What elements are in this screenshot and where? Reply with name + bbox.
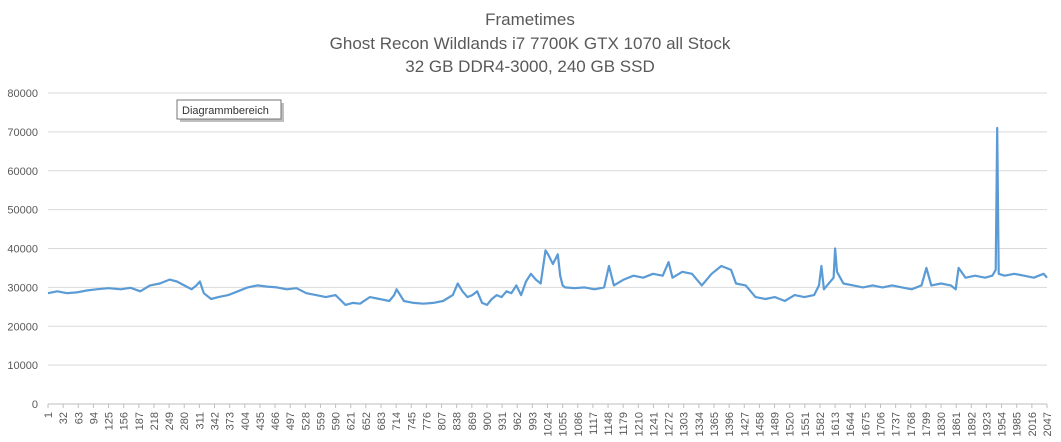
chart-area-tooltip: Diagrammbereich: [176, 99, 284, 122]
y-tick-label: 60000: [7, 166, 38, 178]
x-tick-label: 528: [300, 412, 312, 430]
x-tick-label: 373: [225, 412, 237, 430]
x-tick-label: 745: [406, 412, 418, 430]
x-tick-label: 776: [421, 412, 433, 430]
x-tick-label: 1830: [936, 412, 948, 436]
x-tick-label: 2047: [1042, 412, 1054, 436]
x-tick-label: 900: [482, 412, 494, 430]
chart-title: Frametimes Ghost Recon Wildlands i7 7700…: [330, 10, 731, 76]
x-tick-label: 931: [497, 412, 509, 430]
plot-area[interactable]: [47, 126, 1048, 306]
x-tick-label: 1210: [633, 412, 645, 436]
x-tick-label: 1644: [845, 412, 857, 436]
y-tick-label: 0: [32, 399, 38, 411]
x-tick-label: 1737: [891, 412, 903, 436]
x-tick-label: 838: [452, 412, 464, 430]
y-tick-label: 70000: [7, 127, 38, 139]
x-tick-label: 280: [179, 412, 191, 430]
x-tick-label: 1365: [709, 412, 721, 436]
y-gridlines: [48, 92, 1047, 405]
x-tick-label: 1427: [739, 412, 751, 436]
x-tick-label: 590: [331, 412, 343, 430]
x-tick-label: 249: [164, 412, 176, 430]
x-tick-label: 1706: [876, 412, 888, 436]
x-tick-label: 1768: [906, 412, 918, 436]
x-tick-label: 993: [527, 412, 539, 430]
x-tick-label: 311: [194, 412, 206, 430]
x-tick-label: 125: [104, 412, 116, 430]
x-tick-label: 714: [391, 412, 403, 430]
chart-title-line-2: Ghost Recon Wildlands i7 7700K GTX 1070 …: [330, 34, 731, 53]
x-tick-label: 156: [119, 412, 131, 430]
x-tick-label: 1520: [785, 412, 797, 436]
chart-title-line-3: 32 GB DDR4-3000, 240 GB SSD: [405, 57, 654, 76]
x-tick-label: 1024: [543, 412, 555, 436]
x-tick-label: 1086: [573, 412, 585, 436]
x-tick-label: 2016: [1027, 412, 1039, 436]
x-tick-label: 1458: [754, 412, 766, 436]
x-tick-label: 1241: [648, 412, 660, 436]
x-tick-label: 435: [255, 412, 267, 430]
y-tick-label: 40000: [7, 244, 38, 256]
x-tick-label: 1954: [997, 412, 1009, 436]
x-tick-label: 1551: [800, 412, 812, 436]
x-tick-label: 1799: [921, 412, 933, 436]
x-tick-label: 1117: [588, 412, 600, 435]
y-tick-label: 20000: [7, 321, 38, 333]
x-tick-label: 63: [73, 412, 85, 424]
x-tick-label: 1582: [815, 412, 827, 436]
x-tick-label: 1923: [981, 412, 993, 436]
x-tick-label: 1303: [679, 412, 691, 436]
x-tick-label: 1334: [694, 412, 706, 436]
x-tick-label: 559: [315, 412, 327, 430]
series-line-frametimes[interactable]: [47, 126, 1048, 306]
y-axis: 0 10000 20000 30000 40000 50000 60000 70000 8000…: [7, 88, 38, 411]
chart-title-line-1: Frametimes: [485, 10, 575, 29]
x-tick-label: 342: [210, 412, 222, 430]
x-axis: 1 32 63 94 125 156 187 218 249 280 311 342 373 404 435…: [43, 404, 1054, 436]
x-tick-label: 497: [285, 412, 297, 430]
x-tick-label: 32: [58, 412, 70, 424]
x-tick-label: 1148: [603, 412, 615, 436]
tooltip-text: Diagrammbereich: [182, 105, 269, 117]
x-tick-label: 1675: [860, 412, 872, 436]
x-tick-label: 187: [134, 412, 146, 430]
x-tick-label: 962: [512, 412, 524, 430]
x-tick-label: 1272: [664, 412, 676, 436]
x-tick-label: 621: [346, 412, 358, 430]
x-tick-label: 1489: [770, 412, 782, 436]
x-tick-label: 683: [376, 412, 388, 430]
x-tick-label: 94: [88, 412, 100, 424]
y-tick-label: 80000: [7, 88, 38, 100]
x-tick-label: 1055: [558, 412, 570, 436]
x-tick-label: 1: [43, 412, 55, 418]
x-tick-label: 1396: [724, 412, 736, 436]
x-tick-label: 1179: [618, 412, 630, 436]
y-tick-label: 10000: [7, 360, 38, 372]
x-tick-label: 1613: [830, 412, 842, 436]
y-tick-label: 30000: [7, 282, 38, 294]
x-tick-label: 1892: [966, 412, 978, 436]
tooltip-box: [176, 99, 282, 120]
x-tick-label: 869: [467, 412, 479, 430]
x-tick-label: 652: [361, 412, 373, 430]
x-tick-label: 218: [149, 412, 161, 430]
x-tick-label: 807: [437, 412, 449, 430]
x-tick-label: 1861: [951, 412, 963, 436]
x-tick-label: 1985: [1012, 412, 1024, 436]
x-tick-label: 466: [270, 412, 282, 430]
x-tick-label: 404: [240, 412, 252, 430]
y-tick-label: 50000: [7, 205, 38, 217]
